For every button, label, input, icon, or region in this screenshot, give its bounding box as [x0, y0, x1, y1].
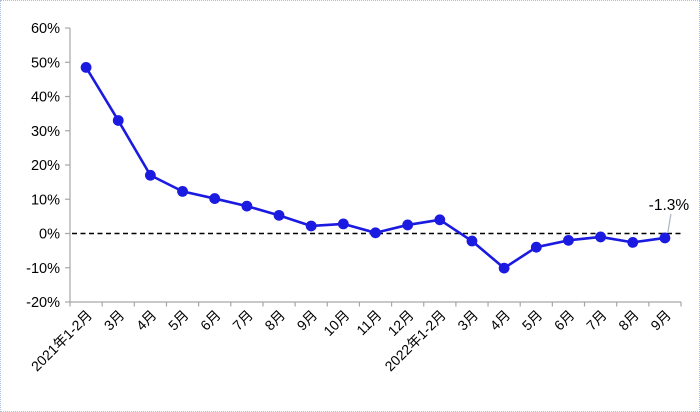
data-point [337, 218, 349, 230]
y-tick-label: 10% [31, 192, 60, 208]
x-category-label: 5月 [519, 307, 546, 334]
y-tick-label: 50% [31, 55, 60, 71]
x-category-label: 6月 [197, 307, 224, 334]
data-point [627, 237, 639, 248]
x-category-label: 7月 [583, 307, 610, 334]
annotation-label: -1.3% [649, 197, 690, 214]
x-category-label: 2021年1-2月 [28, 307, 95, 374]
data-point [563, 234, 574, 246]
y-tick-label: 20% [31, 158, 60, 174]
data-point [466, 235, 478, 247]
x-category-label: 3月 [101, 307, 128, 334]
y-tick-label: -10% [26, 261, 60, 277]
annotation-leader-line [667, 213, 672, 233]
x-category-label: 8月 [615, 307, 642, 334]
x-category-label: 4月 [133, 307, 160, 334]
data-point [530, 241, 542, 253]
x-category-label: 4月 [487, 307, 514, 334]
data-point [402, 219, 414, 231]
x-category-label: 9月 [647, 307, 674, 334]
data-point [80, 61, 92, 73]
x-category-label: 6月 [551, 307, 578, 334]
data-point [659, 232, 671, 244]
data-point [112, 115, 124, 126]
data-point [370, 227, 381, 239]
x-category-label: 11月 [353, 307, 384, 338]
x-category-label: 10月 [320, 307, 352, 339]
data-point [209, 193, 221, 204]
y-tick-label: 60% [31, 21, 60, 37]
data-point [177, 185, 188, 197]
x-category-label: 8月 [261, 307, 288, 334]
data-point [273, 209, 285, 221]
data-point [434, 214, 446, 226]
x-category-label: 3月 [454, 307, 481, 334]
data-point [144, 169, 156, 181]
data-point [241, 200, 253, 212]
x-category-label: 5月 [165, 307, 192, 334]
x-category-label: 7月 [229, 307, 256, 334]
y-tick-label: 0% [39, 227, 60, 243]
y-tick-label: -20% [26, 295, 60, 311]
y-tick-label: 30% [31, 124, 60, 140]
y-tick-label: 40% [31, 90, 60, 106]
data-point [595, 231, 607, 243]
data-point [305, 220, 317, 232]
x-category-label: 9月 [294, 307, 321, 334]
data-point [498, 262, 510, 274]
